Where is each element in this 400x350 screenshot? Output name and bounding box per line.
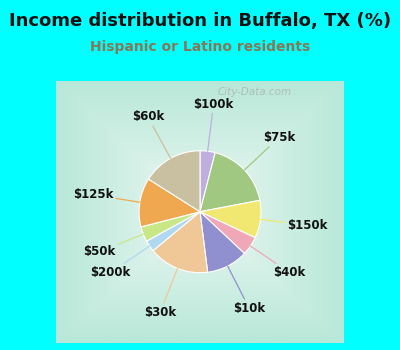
Text: $150k: $150k xyxy=(260,219,328,232)
Text: City-Data.com: City-Data.com xyxy=(218,86,292,97)
Wedge shape xyxy=(148,151,200,212)
Wedge shape xyxy=(200,153,260,212)
Text: $125k: $125k xyxy=(73,188,140,202)
Text: $100k: $100k xyxy=(194,98,234,151)
Text: $75k: $75k xyxy=(244,131,295,170)
Wedge shape xyxy=(200,212,255,253)
Text: Hispanic or Latino residents: Hispanic or Latino residents xyxy=(90,40,310,54)
Text: Income distribution in Buffalo, TX (%): Income distribution in Buffalo, TX (%) xyxy=(9,12,391,30)
Text: $50k: $50k xyxy=(83,234,143,258)
Text: $200k: $200k xyxy=(90,246,150,279)
Wedge shape xyxy=(200,212,244,272)
Wedge shape xyxy=(139,179,200,227)
Wedge shape xyxy=(141,212,200,241)
Wedge shape xyxy=(200,151,215,212)
Wedge shape xyxy=(146,212,200,251)
Wedge shape xyxy=(153,212,208,273)
Text: $30k: $30k xyxy=(144,268,178,319)
Wedge shape xyxy=(200,200,261,238)
Text: $40k: $40k xyxy=(250,246,306,279)
Text: $10k: $10k xyxy=(228,266,265,315)
Text: $60k: $60k xyxy=(132,110,171,158)
